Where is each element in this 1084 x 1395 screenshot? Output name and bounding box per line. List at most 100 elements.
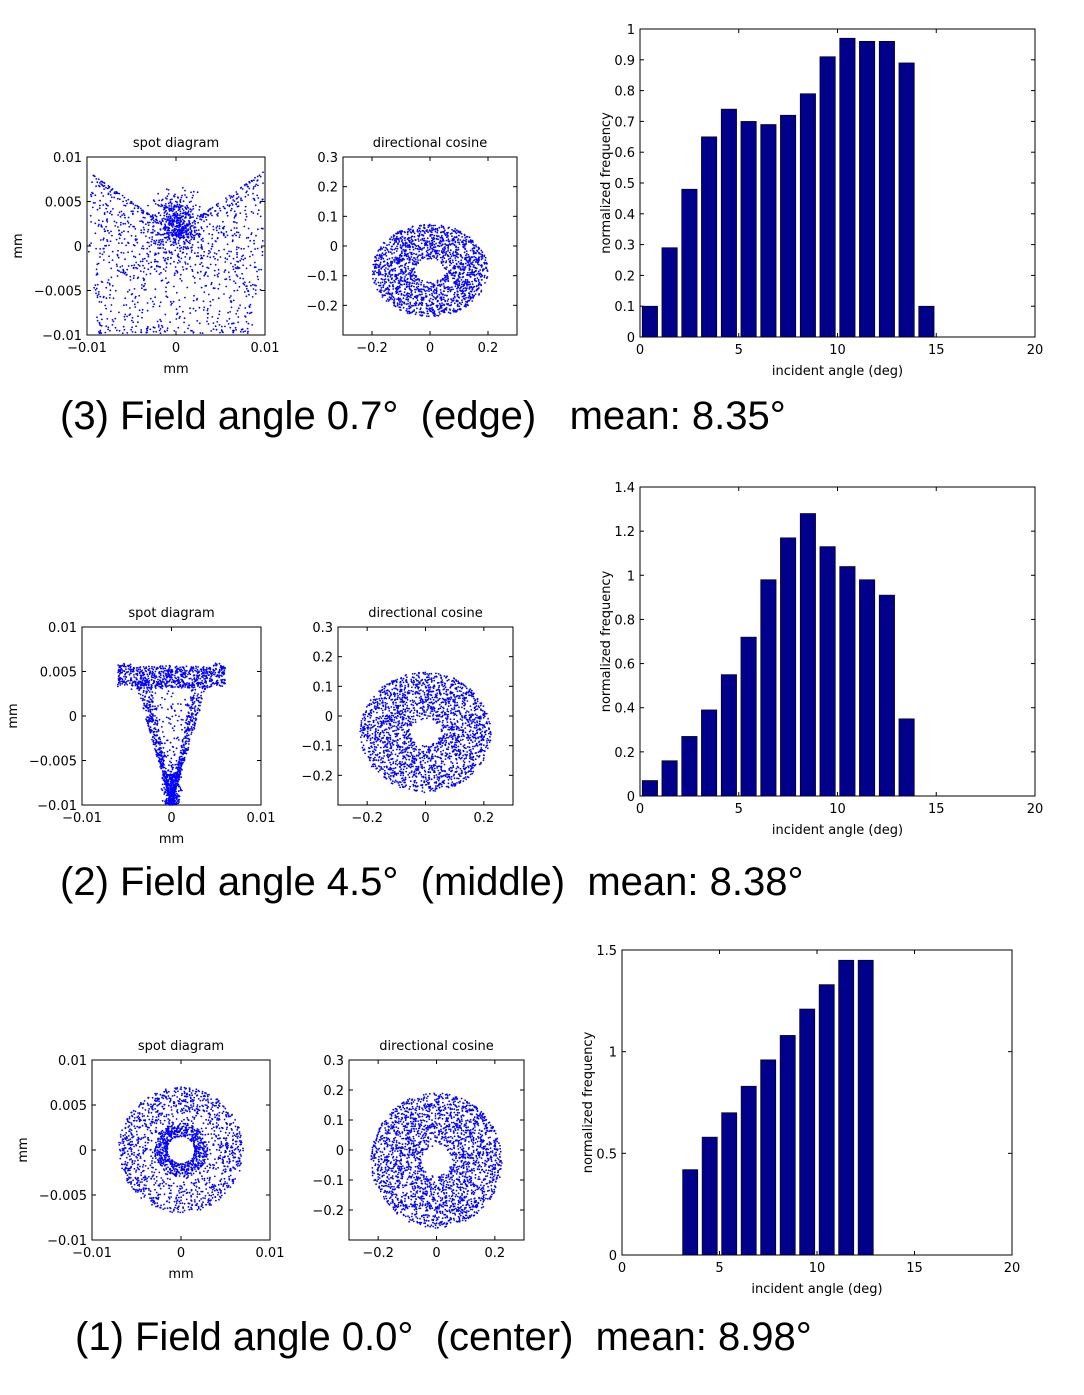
spot-point bbox=[141, 260, 144, 263]
cosine-point bbox=[452, 309, 454, 312]
cosine-point bbox=[374, 255, 377, 258]
spot-point bbox=[181, 746, 184, 749]
spot-point bbox=[137, 207, 140, 210]
cosine-point bbox=[460, 303, 463, 306]
cosine-point bbox=[433, 284, 435, 286]
spot-point bbox=[188, 743, 190, 745]
cosine-point bbox=[392, 243, 395, 246]
spot-point bbox=[194, 204, 197, 207]
spot-point bbox=[241, 272, 244, 275]
cosine-point bbox=[477, 278, 480, 281]
cosine-point bbox=[462, 268, 465, 270]
spot-point bbox=[162, 720, 164, 723]
cosine-point bbox=[450, 255, 453, 258]
cosine-point bbox=[474, 277, 476, 280]
cosine-point bbox=[384, 280, 386, 283]
cosine-point bbox=[464, 257, 467, 259]
spot-point bbox=[162, 746, 165, 749]
spot-point bbox=[123, 304, 125, 307]
spot-point bbox=[158, 241, 161, 244]
spot-point bbox=[167, 231, 170, 234]
cosine-point bbox=[381, 266, 384, 268]
spot-point bbox=[158, 211, 160, 214]
spot-point bbox=[240, 328, 243, 331]
cosine-point bbox=[423, 284, 425, 286]
spot-point bbox=[217, 287, 220, 290]
cosine-point bbox=[379, 249, 382, 251]
spot-point bbox=[174, 666, 177, 669]
cosine-point bbox=[457, 293, 459, 296]
spot-point bbox=[196, 669, 199, 671]
spot-point bbox=[246, 190, 248, 193]
cosine-point bbox=[418, 280, 421, 282]
spot-point bbox=[95, 292, 97, 295]
cosine-point bbox=[444, 307, 447, 310]
spot-point bbox=[209, 304, 212, 307]
spot-point bbox=[167, 675, 170, 678]
spot-point bbox=[207, 242, 210, 245]
spot-point bbox=[218, 207, 221, 210]
cosine-point bbox=[445, 275, 447, 277]
spot-point bbox=[222, 220, 224, 223]
x-axis-label: mm bbox=[163, 362, 188, 377]
x-tick-label: 5 bbox=[735, 343, 743, 358]
spot-point bbox=[123, 663, 126, 666]
spot-point bbox=[136, 238, 138, 241]
spot-point bbox=[119, 666, 122, 669]
spot-point bbox=[178, 216, 180, 219]
spot-point bbox=[135, 239, 137, 242]
cosine-point bbox=[457, 286, 460, 289]
cosine-point bbox=[436, 227, 439, 230]
cosine-point bbox=[400, 260, 403, 262]
cosine-point bbox=[428, 240, 431, 243]
cosine-point bbox=[441, 237, 444, 239]
cosine-point bbox=[395, 239, 397, 242]
cosine-point bbox=[418, 254, 421, 256]
cosine-point bbox=[444, 299, 447, 302]
cosine-point bbox=[387, 289, 390, 291]
spot-point bbox=[106, 229, 109, 232]
cosine-point bbox=[470, 262, 472, 265]
spot-point bbox=[166, 680, 169, 683]
spot-point bbox=[170, 669, 173, 671]
y-tick-label: 0.005 bbox=[40, 666, 77, 681]
cosine-point bbox=[428, 229, 431, 232]
cosine-point bbox=[409, 251, 411, 254]
spot-point bbox=[148, 673, 151, 676]
spot-point bbox=[187, 211, 189, 214]
spot-point bbox=[170, 705, 173, 707]
cosine-point bbox=[454, 267, 456, 270]
spot-point bbox=[242, 277, 245, 280]
cosine-point bbox=[426, 247, 429, 249]
spot-point bbox=[232, 268, 235, 271]
cosine-point bbox=[391, 273, 394, 276]
spot-point bbox=[219, 666, 222, 669]
cosine-point bbox=[391, 281, 394, 284]
spot-point bbox=[157, 730, 160, 732]
spot-point bbox=[87, 250, 90, 253]
spot-point bbox=[200, 286, 203, 289]
spot-point bbox=[183, 317, 186, 320]
spot-point bbox=[142, 258, 144, 261]
spot-point bbox=[109, 329, 111, 332]
spot-point bbox=[147, 683, 150, 686]
spot-point bbox=[153, 242, 155, 245]
cosine-point bbox=[471, 288, 474, 291]
cosine-point bbox=[393, 302, 395, 305]
cosine-point bbox=[412, 243, 415, 245]
spot-point bbox=[132, 225, 135, 228]
spot-point bbox=[206, 320, 208, 323]
spot-point bbox=[188, 729, 191, 732]
spot-point bbox=[190, 705, 193, 708]
spot-point bbox=[103, 213, 106, 216]
cosine-point bbox=[453, 302, 456, 305]
cosine-point bbox=[411, 304, 413, 307]
cosine-point bbox=[435, 292, 438, 295]
cosine-point bbox=[456, 300, 459, 303]
cosine-point bbox=[453, 244, 456, 247]
cosine-point bbox=[394, 267, 397, 270]
cosine-point bbox=[404, 241, 407, 244]
cosine-point bbox=[413, 282, 416, 285]
spot-point bbox=[196, 191, 199, 194]
cosine-point bbox=[458, 241, 460, 244]
